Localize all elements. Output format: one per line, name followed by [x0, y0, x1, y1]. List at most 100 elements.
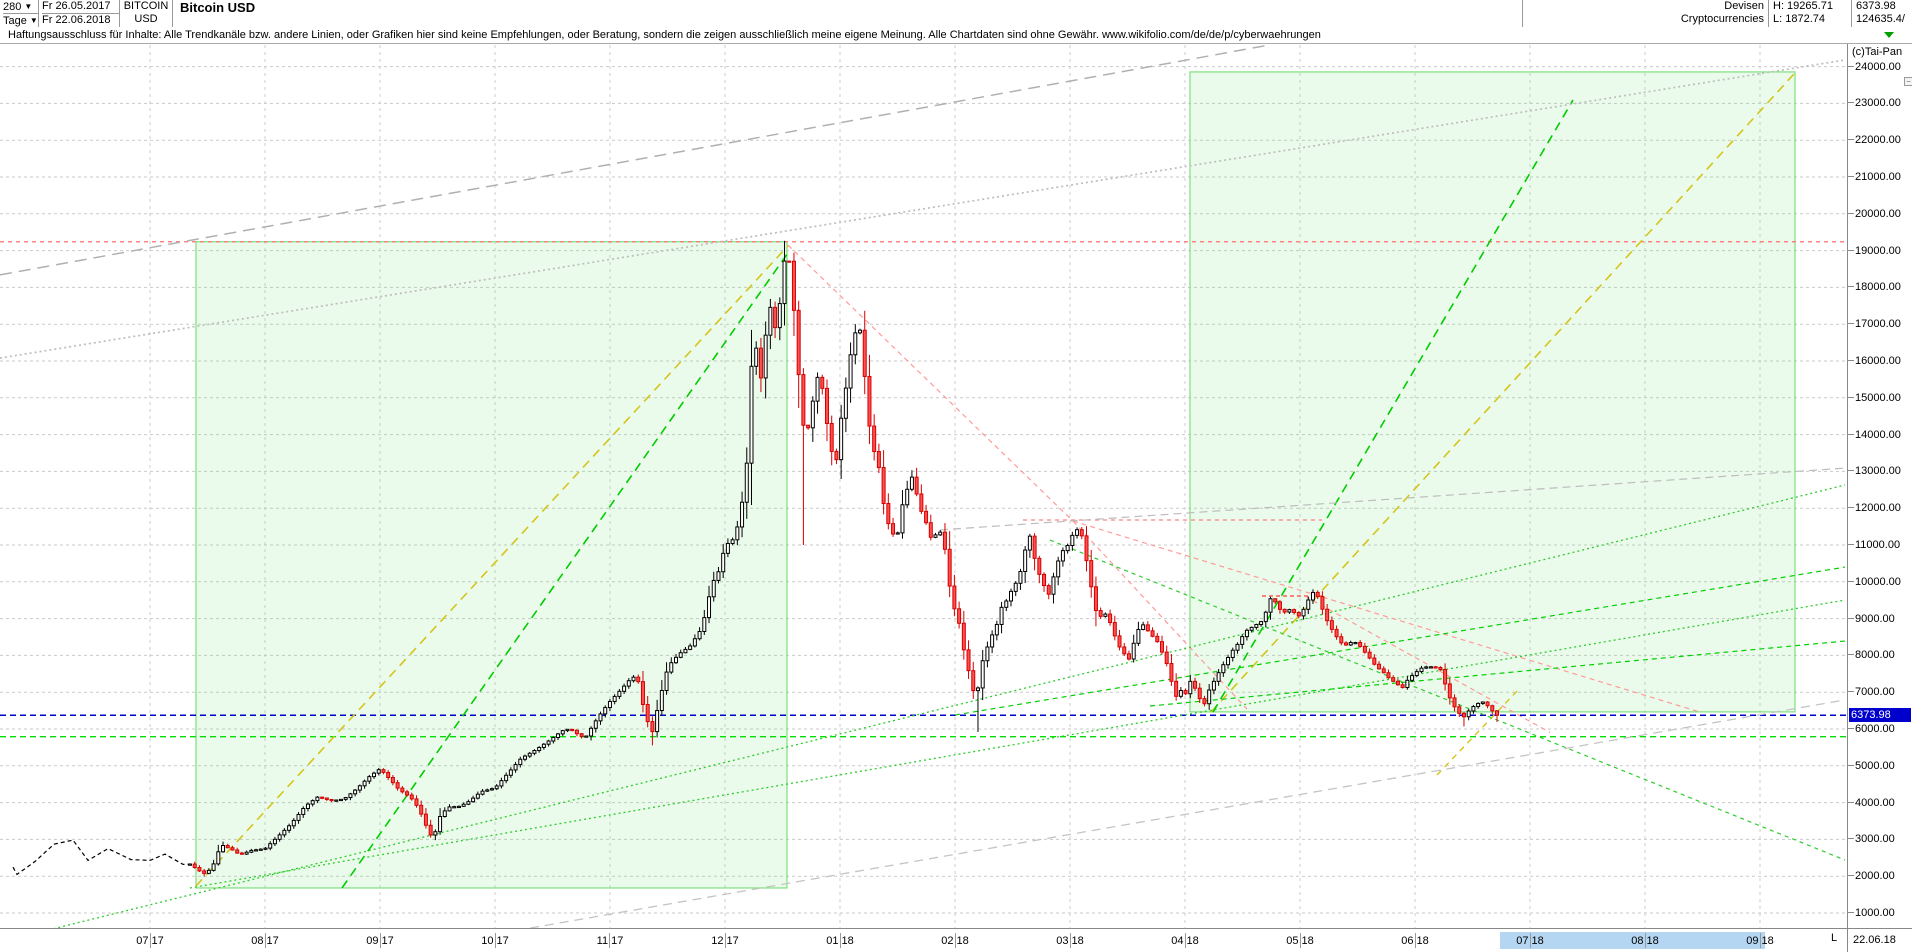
- candle-body: [1136, 628, 1141, 644]
- candle-body: [697, 630, 702, 640]
- candle-body: [683, 648, 688, 654]
- candle-body: [381, 769, 386, 773]
- candle-body: [362, 780, 367, 787]
- period-unit[interactable]: Tage: [3, 15, 27, 27]
- date-to-field[interactable]: Fr 22.06.2018: [42, 14, 111, 26]
- candle-body: [471, 797, 476, 803]
- period-selector[interactable]: 280 ▼ Tage ▼: [0, 0, 39, 27]
- candle-body: [1226, 656, 1231, 666]
- candle-body: [1070, 534, 1075, 546]
- low-value: L: 1872.74: [1773, 13, 1825, 25]
- candle-body: [1056, 560, 1061, 578]
- candle-body: [1174, 680, 1179, 697]
- price-tick-label: 12000.00: [1848, 502, 1901, 514]
- candle-body: [480, 790, 485, 795]
- candle-body: [320, 796, 325, 799]
- candle-body: [607, 700, 612, 709]
- candle-body: [1395, 680, 1400, 686]
- gray-channel-upper: [0, 44, 1271, 276]
- downtrend-mar-jun: [1072, 520, 1701, 713]
- candle-body: [603, 707, 608, 715]
- candle-body: [985, 646, 990, 662]
- candle-body: [891, 523, 896, 535]
- candle-body: [1377, 663, 1382, 670]
- candle-body: [442, 810, 447, 817]
- candle-body: [466, 801, 471, 805]
- price-tick-label: 10000.00: [1848, 576, 1901, 588]
- current-price-tag: 6373.98: [1849, 708, 1911, 723]
- price-tick-label: 24000.00: [1848, 61, 1901, 73]
- candle-body: [1188, 680, 1193, 695]
- candle-body: [815, 376, 820, 402]
- candle-body: [1042, 573, 1047, 587]
- date-range-fields[interactable]: Fr 26.05.2017 Fr 22.06.2018: [39, 0, 120, 27]
- price-chart[interactable]: [0, 44, 1847, 928]
- candle-body: [787, 260, 792, 263]
- candle-body: [372, 772, 377, 778]
- price-tick-label: 15000.00: [1848, 392, 1901, 404]
- candle-body: [560, 730, 565, 735]
- candle-body: [707, 596, 712, 619]
- scroll-down-icon[interactable]: [1884, 32, 1894, 38]
- candle-body: [1438, 666, 1443, 670]
- candle-body: [301, 807, 306, 815]
- chevron-down-icon[interactable]: ▼: [29, 16, 38, 25]
- chevron-down-icon[interactable]: ▼: [24, 2, 33, 11]
- date-from-field[interactable]: Fr 26.05.2017: [42, 0, 119, 14]
- candle-body: [886, 503, 891, 525]
- candle-body: [1386, 672, 1391, 679]
- candle-body: [225, 845, 230, 849]
- candle-body: [1490, 705, 1495, 712]
- period-value[interactable]: 280: [3, 1, 22, 13]
- candle-body: [1282, 608, 1287, 613]
- gray-trend-mid: [939, 467, 1846, 531]
- candle-body: [1079, 529, 1084, 537]
- candle-body: [1410, 675, 1415, 681]
- candle-body: [730, 539, 735, 544]
- candle-body: [202, 870, 207, 874]
- candle-body: [494, 785, 499, 790]
- candle-body: [456, 805, 461, 809]
- candle-body: [216, 851, 221, 865]
- candle-body: [1443, 668, 1448, 685]
- candle-body: [367, 776, 372, 782]
- month-label: 07 17: [136, 933, 164, 948]
- gray-channel-mid: [0, 59, 1846, 359]
- price-tick-label: 11000.00: [1848, 539, 1900, 551]
- category-cell: Devisen Cryptocurrencies: [1523, 0, 1769, 27]
- candle-body: [749, 365, 754, 464]
- candle-body: [315, 796, 320, 802]
- candle-body: [1334, 628, 1339, 638]
- candle-body: [523, 755, 528, 760]
- candle-body: [1023, 549, 1028, 572]
- candle-body: [386, 771, 391, 778]
- candle-body: [1178, 690, 1183, 697]
- downtrend-from-ath: [787, 244, 1074, 522]
- candle-body: [754, 347, 759, 367]
- candle-body: [1405, 679, 1410, 689]
- candle-body: [1306, 599, 1311, 610]
- collapse-icon[interactable]: −: [1904, 77, 1912, 86]
- candle-body: [428, 824, 433, 836]
- candle-body: [579, 733, 584, 737]
- candle-body: [1060, 550, 1065, 562]
- candle-body: [414, 798, 419, 806]
- downtrend-mar-apr: [1072, 520, 1248, 710]
- month-label: 09 18: [1746, 933, 1774, 948]
- candle-body: [924, 510, 929, 524]
- candle-body: [829, 422, 834, 452]
- candle-body: [1476, 702, 1481, 708]
- candle-body: [1400, 684, 1405, 689]
- candle-body: [485, 789, 490, 792]
- candle-body: [376, 769, 381, 774]
- candle-body: [1004, 600, 1009, 608]
- candle-body: [952, 585, 957, 610]
- candle-body: [310, 800, 315, 805]
- candle-body: [438, 815, 443, 833]
- candle-body: [711, 579, 716, 598]
- chart-title-cell: Bitcoin USD: [173, 0, 1523, 27]
- candle-body: [773, 306, 778, 329]
- candle-body: [475, 793, 480, 799]
- price-tick-label: 22000.00: [1848, 134, 1901, 146]
- candle-body: [1367, 651, 1372, 659]
